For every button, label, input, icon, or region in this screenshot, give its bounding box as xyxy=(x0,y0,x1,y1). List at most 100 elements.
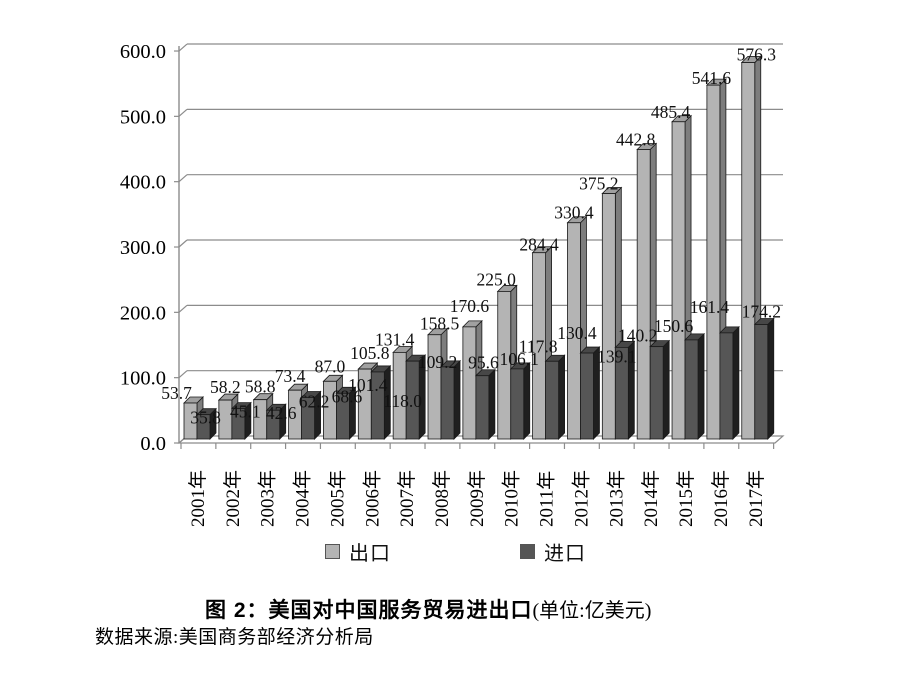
y-axis-tick-label: 300.0 xyxy=(120,237,166,259)
x-axis-tick-label: 2012年 xyxy=(570,470,592,527)
bar-front-face xyxy=(301,397,315,440)
legend-label-import: 进口 xyxy=(544,542,586,565)
value-label: 35.8 xyxy=(190,408,221,428)
gridlines xyxy=(187,43,783,372)
value-label: 95.6 xyxy=(468,353,499,373)
x-axis-tick-label: 2002年 xyxy=(222,470,244,527)
value-label: 58.2 xyxy=(210,377,241,397)
value-label: 105.8 xyxy=(350,343,390,363)
figure-caption-unit: (单位:亿美元) xyxy=(532,600,652,622)
value-label: 68.6 xyxy=(332,386,363,406)
bar-front-face xyxy=(532,252,546,440)
x-axis-tick-label: 2015年 xyxy=(675,470,697,527)
bar-import-2001年 xyxy=(196,407,217,440)
legend-label-export: 出口 xyxy=(349,542,391,565)
x-axis-labels: 2001年 2002年 2003年 2004年 2005年 2006年 2007年 2008年… xyxy=(187,470,767,527)
bar-side-face xyxy=(523,361,531,440)
value-label: 541.6 xyxy=(692,68,732,88)
figure-caption-title: 图 2：美国对中国服务贸易进出口 xyxy=(205,599,533,622)
bar-import-2002年 xyxy=(230,401,252,440)
figure-source: 数据来源:美国商务部经济分析局 xyxy=(95,627,374,648)
value-label: 170.6 xyxy=(450,296,490,316)
bar-import-2010年 xyxy=(509,361,531,440)
bar-import-2006年 xyxy=(370,364,392,440)
bar-front-face xyxy=(567,222,581,440)
bar-front-face xyxy=(231,408,246,440)
x-axis-tick-label: 2005年 xyxy=(326,470,348,527)
y-tick-bevel xyxy=(178,239,188,248)
bar-front-face xyxy=(196,414,211,440)
bar-side-face xyxy=(453,359,461,440)
value-label: 73.4 xyxy=(275,366,306,386)
bar-front-face xyxy=(510,368,525,440)
value-label: 375.2 xyxy=(579,174,618,194)
bar-import-2017年 xyxy=(753,317,775,440)
bar-side-face xyxy=(732,325,740,440)
bar-import-2012年 xyxy=(579,346,601,440)
value-label: 225.0 xyxy=(477,269,517,289)
y-axis-tick-label: 500.0 xyxy=(120,106,166,128)
value-labels: 53.7 35.8 58.2 45.1 58.8 42.6 73.4 62.2 87.0 68.6… xyxy=(161,45,781,428)
value-label: 139.1 xyxy=(597,346,636,366)
y-axis-tick-label: 400.0 xyxy=(120,172,166,194)
value-label: 130.4 xyxy=(557,323,597,343)
value-label: 62.2 xyxy=(299,391,330,411)
bar-side-face xyxy=(767,317,775,440)
value-label: 140.2 xyxy=(618,326,657,346)
import-swatch xyxy=(520,543,535,559)
bar-front-face xyxy=(754,324,769,440)
x-axis-tick-label: 2001年 xyxy=(187,470,209,527)
y-tick-bevel xyxy=(178,304,188,313)
x-axis-tick-label: 2004年 xyxy=(292,470,314,527)
bar-front-face xyxy=(580,352,594,440)
bar-front-face xyxy=(475,375,490,440)
y-tick-bevel xyxy=(178,370,188,379)
value-label: 442.8 xyxy=(616,130,656,150)
bar-front-face xyxy=(649,346,664,440)
value-label: 161.4 xyxy=(690,297,730,317)
value-label: 58.8 xyxy=(245,377,276,397)
x-axis-tick-label: 2013年 xyxy=(605,470,627,527)
bar-import-2005年 xyxy=(335,386,357,440)
y-tick-bevel xyxy=(178,108,188,117)
y-axis-labels: 0.0 100.0 200.0 300.0 400.0 500.0 600.0 xyxy=(120,41,166,455)
services-trade-bar-chart: 53.7 35.8 58.2 45.1 58.8 42.6 73.4 62.2 87.0 68.6… xyxy=(120,41,785,527)
bars xyxy=(183,55,775,440)
bar-import-2014年 xyxy=(649,339,671,440)
y-axis-tick-label: 600.0 xyxy=(120,41,166,63)
value-label: 485.4 xyxy=(651,102,691,122)
x-axis-tick-label: 2007年 xyxy=(396,470,418,527)
value-label: 118.0 xyxy=(383,391,422,411)
x-axis-tick-label: 2003年 xyxy=(257,470,279,527)
bar-import-2007年 xyxy=(405,354,427,440)
bar-import-2016年 xyxy=(718,325,740,440)
value-label: 87.0 xyxy=(315,356,346,376)
bar-front-face xyxy=(636,149,651,440)
bar-front-face xyxy=(706,84,721,440)
value-label: 109.2 xyxy=(418,352,457,372)
bar-front-face xyxy=(427,334,442,440)
bar-front-face xyxy=(462,326,477,440)
bar-front-face xyxy=(671,121,686,440)
bar-import-2009年 xyxy=(474,368,496,440)
bar-front-face xyxy=(719,332,734,440)
x-axis-tick-label: 2011年 xyxy=(536,471,558,527)
bar-front-face xyxy=(684,339,699,440)
x-axis-tick-label: 2017年 xyxy=(745,470,767,527)
x-axis-tick-label: 2016年 xyxy=(710,470,732,527)
bar-front-face xyxy=(497,291,512,440)
value-label: 117.8 xyxy=(519,336,558,356)
bar-front-face xyxy=(266,409,281,440)
value-label: 53.7 xyxy=(161,383,192,403)
y-axis-tick-label: 0.0 xyxy=(140,433,166,455)
bar-import-2011年 xyxy=(544,354,566,440)
value-label: 284.4 xyxy=(519,235,559,255)
value-label: 106.1 xyxy=(500,349,539,369)
bar-import-2004年 xyxy=(300,390,322,440)
legend-item-import: 进口 xyxy=(520,540,586,565)
bar-import-2003年 xyxy=(265,403,287,440)
bar-front-face xyxy=(741,62,756,440)
y-tick-bevel xyxy=(178,174,188,183)
bar-front-face xyxy=(601,193,616,440)
value-label: 101.4 xyxy=(348,375,388,395)
